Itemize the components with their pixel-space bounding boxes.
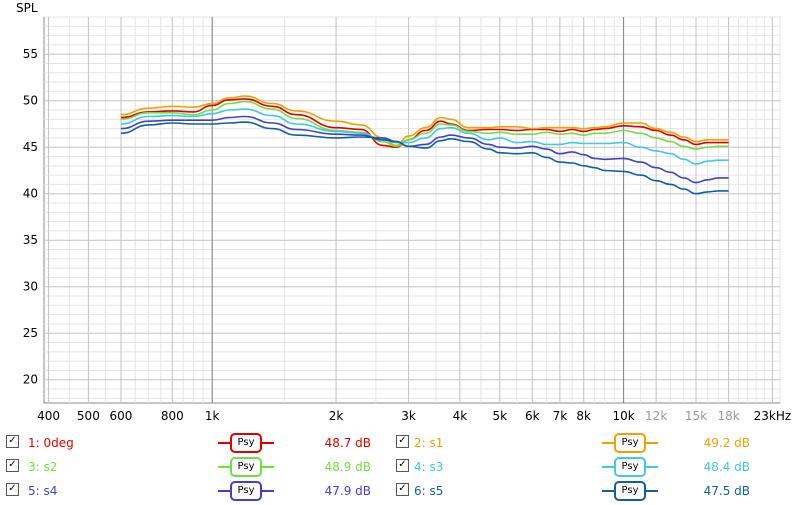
psy-badge[interactable]: Psy <box>614 481 646 501</box>
x-tick-label: 400 <box>37 409 60 423</box>
legend-checkbox[interactable]: ✓ <box>396 435 409 448</box>
x-tick-label: 18k <box>717 409 739 423</box>
y-tick-label: 30 <box>23 280 38 294</box>
legend-checkbox[interactable]: ✓ <box>6 459 19 472</box>
legend-line-right <box>262 442 274 444</box>
legend-series-name: 6: s5 <box>414 484 444 498</box>
legend-line-right <box>646 490 658 492</box>
legend-checkbox[interactable]: ✓ <box>6 483 19 496</box>
series-layer <box>120 95 729 195</box>
legend-line-left <box>218 490 230 492</box>
spl-chart: 20 25 30 35 40 45 50 55 400 500 600 800 1k 2k 3k 4k 5k 6… <box>16 1 791 423</box>
x-tick-label: 600 <box>110 409 133 423</box>
series-line-5 <box>120 115 729 184</box>
legend-item: ✓ 2: s1 Psy 49.2 dB <box>0 432 800 453</box>
legend-item: ✓ 1: 0deg Psy 48.7 dB <box>0 432 800 453</box>
x-tick-label: 2k <box>329 409 344 423</box>
x-tick-label: 4k <box>453 409 468 423</box>
y-tick-label: 35 <box>23 233 38 247</box>
x-tick-label: 5k <box>492 409 507 423</box>
legend-line-left <box>218 466 230 468</box>
plot-area-frame <box>43 16 781 404</box>
series-line-3 <box>120 100 729 150</box>
legend-series-name: 1: 0deg <box>28 436 74 450</box>
x-tick-label: 23kHz <box>754 409 792 423</box>
psy-badge[interactable]: Psy <box>614 433 646 453</box>
legend-line-right <box>262 466 274 468</box>
y-tick-label: 55 <box>23 47 38 61</box>
legend-series-name: 4: s3 <box>414 460 444 474</box>
legend-series-name: 3: s2 <box>28 460 58 474</box>
legend-line-right <box>646 466 658 468</box>
x-tick-label: 7k <box>553 409 568 423</box>
y-tick-label: 25 <box>23 326 38 340</box>
legend-item: ✓ 6: s5 Psy 47.5 dB <box>0 480 800 501</box>
legend-checkbox[interactable]: ✓ <box>396 459 409 472</box>
series-line-6 <box>120 121 729 195</box>
legend-series-name: 2: s1 <box>414 436 444 450</box>
legend-spl-value: 48.7 dB <box>324 436 371 450</box>
legend-checkbox[interactable]: ✓ <box>396 483 409 496</box>
legend-spl-value: 49.2 dB <box>703 436 750 450</box>
legend-spl-value: 47.9 dB <box>324 484 371 498</box>
series-line-1 <box>120 98 729 148</box>
x-tick-label: 12k <box>645 409 667 423</box>
legend-spl-value: 48.9 dB <box>324 460 371 474</box>
legend-spl-value: 47.5 dB <box>703 484 750 498</box>
psy-badge[interactable]: Psy <box>230 457 262 477</box>
legend-line-left <box>218 442 230 444</box>
legend-item: ✓ 3: s2 Psy 48.9 dB <box>0 456 800 477</box>
psy-badge[interactable]: Psy <box>614 457 646 477</box>
legend-item: ✓ 4: s3 Psy 48.4 dB <box>0 456 800 477</box>
x-tick-label: 500 <box>77 409 100 423</box>
y-tick-labels: 20 25 30 35 40 45 50 55 <box>23 47 38 387</box>
series-line-4 <box>120 108 729 165</box>
psy-badge[interactable]: Psy <box>230 481 262 501</box>
x-tick-label: 1k <box>205 409 220 423</box>
legend-item: ✓ 5: s4 Psy 47.9 dB <box>0 480 800 501</box>
legend-spl-value: 48.4 dB <box>703 460 750 474</box>
psy-badge[interactable]: Psy <box>230 433 262 453</box>
x-tick-label: 6k <box>525 409 540 423</box>
y-axis-label: SPL <box>16 1 38 15</box>
x-tick-label: 8k <box>576 409 591 423</box>
x-tick-labels: 400 500 600 800 1k 2k 3k 4k 5k 6k 7k 8k 10k 12k 15k 18k… <box>37 409 791 423</box>
legend-line-right <box>262 490 274 492</box>
legend-line-left <box>602 442 614 444</box>
legend-line-left <box>602 466 614 468</box>
y-tick-label: 20 <box>23 373 38 387</box>
y-tick-label: 50 <box>23 94 38 108</box>
legend-checkbox[interactable]: ✓ <box>6 435 19 448</box>
legend-series-name: 5: s4 <box>28 484 58 498</box>
x-tick-label: 10k <box>612 409 634 423</box>
series-line-2 <box>120 95 729 147</box>
y-tick-label: 40 <box>23 187 38 201</box>
x-tick-label: 15k <box>685 409 707 423</box>
x-tick-label: 3k <box>401 409 416 423</box>
legend: ✓ 1: 0deg Psy 48.7 dB ✓ 2: s1 Psy 49.2 dB ✓ 3: s2… <box>0 430 800 505</box>
y-tick-label: 45 <box>23 140 38 154</box>
legend-line-left <box>602 490 614 492</box>
legend-line-right <box>646 442 658 444</box>
x-tick-label: 800 <box>161 409 184 423</box>
